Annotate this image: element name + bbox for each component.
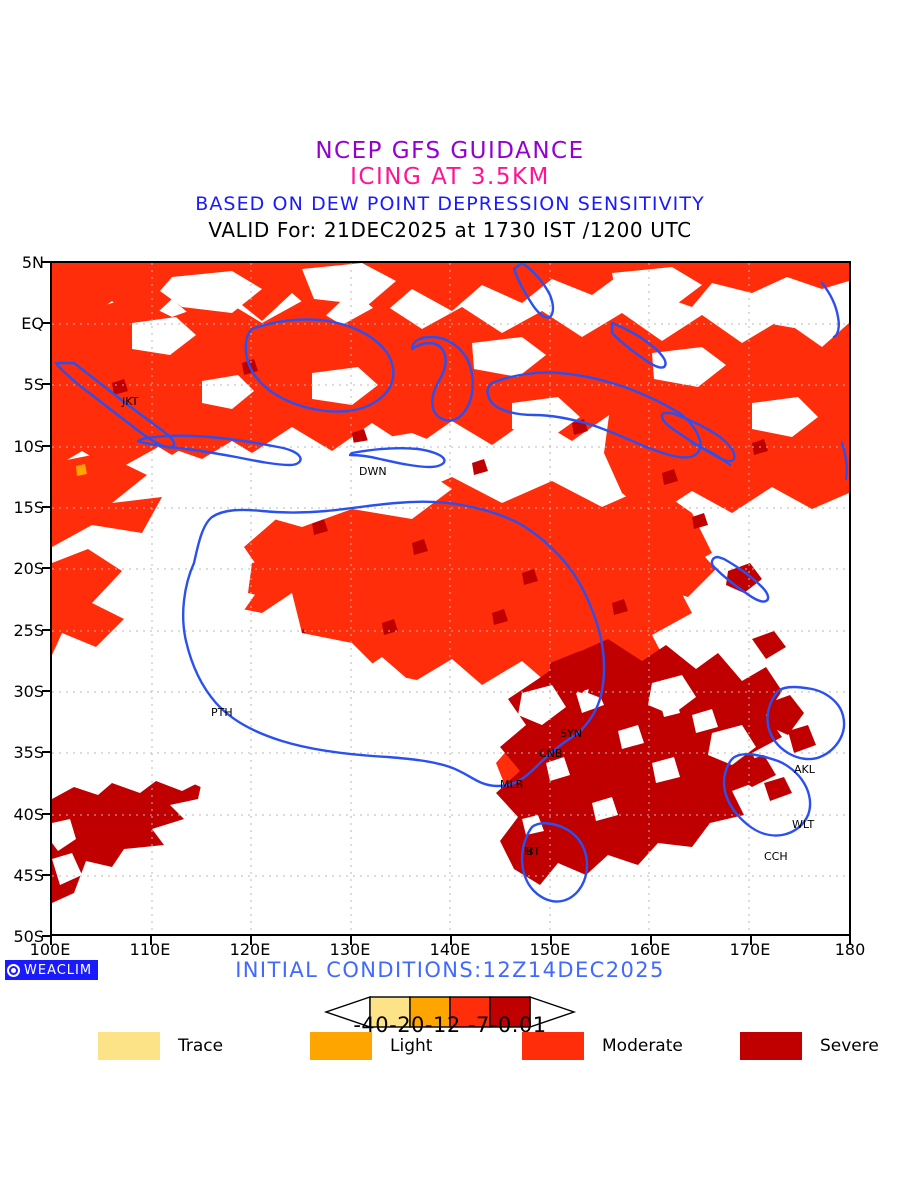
x-tick-label-1: 110E — [129, 940, 171, 959]
colorbar-swatch-severe — [489, 996, 531, 1028]
x-tick-label-2: 120E — [229, 940, 271, 959]
page-subtitle: BASED ON DEW POINT DEPRESSION SENSITIVIT… — [195, 193, 705, 215]
colorbar-swatch-light — [409, 996, 451, 1028]
x-tick-label-3: 130E — [329, 940, 371, 959]
y-tick-0 — [42, 261, 51, 263]
city-label-akl: AKL — [794, 763, 816, 776]
city-label-pth: PTH — [211, 706, 233, 719]
x-tick-label-0: 100E — [29, 940, 71, 959]
y-tick-label-1: EQ — [21, 314, 44, 333]
legend-swatch-severe — [740, 1032, 802, 1060]
city-labels: JKT DWN PTH CNB SYN MLB HBT — [121, 395, 582, 858]
legend-swatch-light — [310, 1032, 372, 1060]
y-tick-2 — [42, 383, 51, 385]
y-tick-label-3: 10S — [13, 437, 44, 456]
y-tick-11 — [42, 935, 51, 937]
colorbar-swatch-trace — [369, 996, 411, 1028]
map-frame: JKT DWN PTH CNB SYN MLB HBT AKL WLT CCH — [50, 261, 851, 936]
x-tick-2 — [250, 936, 252, 945]
legend-item-light: Light — [310, 1032, 432, 1060]
y-tick-label-8: 35S — [13, 743, 44, 762]
x-tick-0 — [50, 936, 52, 945]
x-tick-8 — [849, 936, 851, 945]
legend-label-trace: Trace — [178, 1036, 224, 1056]
y-tick-3 — [42, 445, 51, 447]
city-label-mlb: MLB — [500, 778, 523, 791]
weaclim-logo[interactable]: WEACLIM — [5, 960, 99, 980]
city-label-wlt: WLT — [792, 818, 814, 831]
weaclim-label: WEACLIM — [24, 962, 93, 978]
y-tick-label-10: 45S — [13, 866, 44, 885]
y-tick-label-0: 5N — [21, 253, 44, 272]
page-title-line-1: NCEP GFS GUIDANCE — [315, 138, 585, 164]
page-title-line-2: ICING AT 3.5KM — [350, 164, 550, 190]
colorbar — [322, 995, 578, 1033]
city-label-jkt: JKT — [121, 395, 139, 408]
legend-swatch-trace — [98, 1032, 160, 1060]
no-icing-areas — [132, 263, 849, 934]
x-tick-6 — [650, 936, 652, 945]
icing-region-light — [76, 464, 87, 476]
x-tick-7 — [750, 936, 752, 945]
title-block: NCEP GFS GUIDANCE ICING AT 3.5KM BASED O… — [0, 138, 900, 243]
y-tick-label-6: 25S — [13, 621, 44, 640]
x-tick-label-5: 150E — [529, 940, 571, 959]
x-tick-label-4: 140E — [429, 940, 471, 959]
city-label-hbt: HBT — [524, 845, 541, 858]
y-tick-9 — [42, 813, 51, 815]
x-tick-label-8: 180 — [834, 940, 866, 959]
y-tick-label-2: 5S — [23, 375, 44, 394]
y-tick-6 — [42, 629, 51, 631]
y-tick-7 — [42, 690, 51, 692]
x-tick-5 — [550, 936, 552, 945]
y-tick-label-5: 20S — [13, 559, 44, 578]
legend-item-trace: Trace — [98, 1032, 223, 1060]
x-tick-label-7: 170E — [729, 940, 771, 959]
legend-swatch-moderate — [522, 1032, 584, 1060]
legend-label-light: Light — [390, 1036, 433, 1056]
y-tick-10 — [42, 874, 51, 876]
y-tick-8 — [42, 751, 51, 753]
legend-label-severe: Severe — [820, 1036, 879, 1056]
y-tick-label-9: 40S — [13, 805, 44, 824]
x-tick-4 — [450, 936, 452, 945]
y-tick-4 — [42, 506, 51, 508]
y-tick-label-7: 30S — [13, 682, 44, 701]
valid-time-text: VALID For: 21DEC2025 at 1730 IST /1200 U… — [208, 218, 692, 242]
legend: Trace Light Moderate Severe — [0, 1032, 900, 1064]
legend-item-moderate: Moderate — [522, 1032, 683, 1060]
legend-label-moderate: Moderate — [602, 1036, 683, 1056]
x-tick-label-6: 160E — [629, 940, 671, 959]
city-label-cnb: CNB — [539, 747, 562, 760]
icing-region-severe — [52, 359, 816, 903]
x-tick-1 — [150, 936, 152, 945]
y-tick-1 — [42, 322, 51, 324]
initial-conditions-text: INITIAL CONDITIONS:12Z14DEC2025 — [235, 958, 665, 982]
map-container: JKT DWN PTH CNB SYN MLB HBT AKL WLT CCH — [50, 261, 851, 936]
city-label-dwn: DWN — [359, 465, 387, 478]
y-tick-5 — [42, 567, 51, 569]
x-tick-3 — [350, 936, 352, 945]
city-label-syn: SYN — [560, 727, 582, 740]
colorbar-swatch-moderate — [449, 996, 491, 1028]
city-labels-nz: AKL WLT CCH — [764, 763, 816, 863]
weaclim-circle-icon — [7, 963, 20, 977]
coastlines — [54, 263, 848, 903]
icing-map: JKT DWN PTH CNB SYN MLB HBT AKL WLT CCH — [52, 263, 849, 934]
legend-item-severe: Severe — [740, 1032, 879, 1060]
city-label-cch: CCH — [764, 850, 788, 863]
y-tick-label-11: 50S — [13, 927, 44, 946]
y-tick-label-4: 15S — [13, 498, 44, 517]
